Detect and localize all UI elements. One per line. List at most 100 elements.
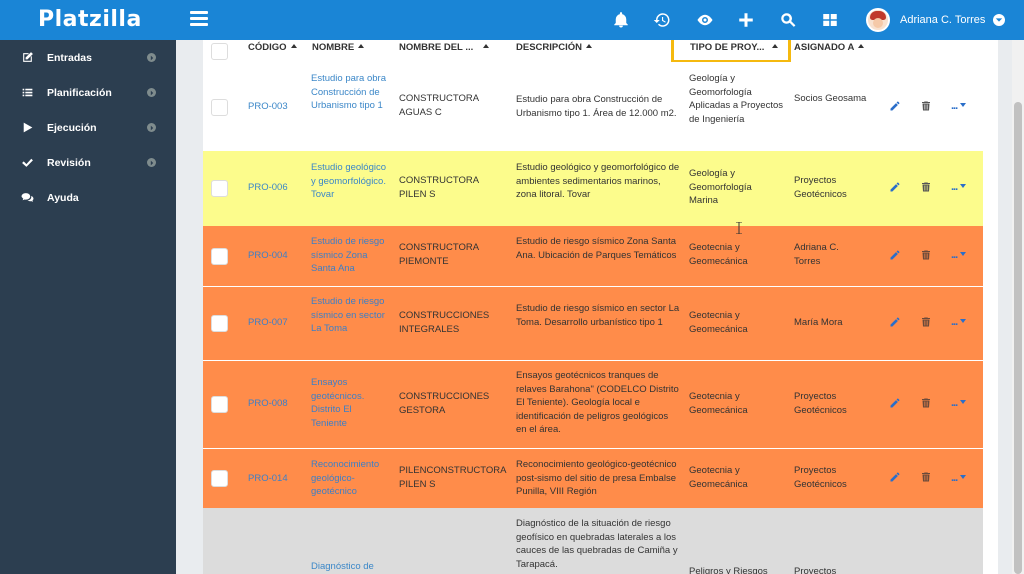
- row-code[interactable]: PRO-006: [248, 182, 288, 193]
- column-header-tipo[interactable]: TIPO DE PROY...: [690, 42, 779, 53]
- row-description: Diagnóstico de la situación de riesgo ge…: [516, 518, 678, 570]
- edit-icon[interactable]: [888, 315, 902, 329]
- row-client: PILENCONSTRUCTORA PILEN S: [399, 465, 506, 490]
- table-header: CÓDIGO NOMBRE NOMBRE DEL ... DESCRIPCIÓN…: [203, 40, 998, 63]
- row-divider: [203, 448, 983, 449]
- row-divider: [203, 360, 983, 361]
- column-header-descripcion[interactable]: DESCRIPCIÓN: [516, 42, 592, 53]
- menu-toggle-button[interactable]: [190, 11, 208, 27]
- table-row[interactable]: PRO-014 Reconocimiento geológico-geotécn…: [203, 449, 983, 508]
- search-icon[interactable]: [778, 10, 798, 30]
- row-assigned: Socios Geosama: [794, 93, 867, 104]
- column-header-codigo[interactable]: CÓDIGO: [248, 42, 297, 53]
- column-header-asignado[interactable]: ASIGNADO A: [794, 42, 865, 53]
- row-checkbox[interactable]: [211, 315, 228, 332]
- sidebar-item-revision[interactable]: Revisión: [0, 145, 176, 180]
- row-name[interactable]: Estudio para obra Construcción de Urbani…: [311, 73, 386, 111]
- row-checkbox[interactable]: [211, 248, 228, 265]
- eye-icon[interactable]: [695, 10, 715, 30]
- projects-table: CÓDIGO NOMBRE NOMBRE DEL ... DESCRIPCIÓN…: [203, 40, 998, 574]
- row-description: Estudio de riesgo sísmico Zona Santa Ana…: [516, 236, 677, 261]
- row-type: Geología y Geomorfología Marina: [689, 168, 752, 206]
- highlight-box: [671, 40, 791, 63]
- main-content: CÓDIGO NOMBRE NOMBRE DEL ... DESCRIPCIÓN…: [176, 40, 1024, 574]
- more-actions-button[interactable]: ...: [951, 100, 967, 112]
- scrollbar-thumb[interactable]: [1014, 102, 1022, 574]
- row-assigned: María Mora: [794, 317, 843, 328]
- edit-icon: [19, 51, 35, 65]
- more-actions-button[interactable]: ...: [951, 397, 967, 409]
- row-code[interactable]: PRO-003: [248, 101, 288, 112]
- sidebar-item-ayuda[interactable]: Ayuda: [0, 180, 176, 215]
- avatar: [866, 8, 890, 32]
- edit-icon[interactable]: [888, 248, 902, 262]
- table-row[interactable]: Diagnóstico de Diagnóstico de la situaci…: [203, 508, 983, 574]
- more-actions-button[interactable]: ...: [951, 249, 967, 261]
- row-name[interactable]: Diagnóstico de: [311, 561, 374, 572]
- plus-icon[interactable]: [736, 10, 756, 30]
- brand-logo[interactable]: Platzilla: [0, 0, 176, 40]
- row-type: Geotecnia y Geomecánica: [689, 391, 748, 416]
- play-icon: [19, 121, 35, 135]
- sidebar-item-ejecucion[interactable]: Ejecución: [0, 110, 176, 145]
- row-checkbox[interactable]: [211, 396, 228, 413]
- trash-icon[interactable]: [919, 470, 933, 484]
- row-code[interactable]: PRO-008: [248, 398, 288, 409]
- row-code[interactable]: PRO-004: [248, 250, 288, 261]
- trash-icon[interactable]: [919, 396, 933, 410]
- select-all-checkbox[interactable]: [211, 43, 228, 60]
- table-row[interactable]: PRO-003 Estudio para obra Construcción d…: [203, 62, 983, 151]
- table-row[interactable]: PRO-006 Estudio geológico y geomorfológi…: [203, 151, 983, 226]
- chevron-down-icon: [993, 14, 1006, 26]
- table-row[interactable]: PRO-007 Estudio de riesgo sísmico en sec…: [203, 287, 983, 360]
- row-name[interactable]: Estudio de riesgo sísmico en sector La T…: [311, 296, 385, 334]
- row-name[interactable]: Estudio de riesgo sísmico Zona Santa Ana: [311, 236, 385, 274]
- more-actions-button[interactable]: ...: [951, 181, 967, 193]
- sidebar-item-label: Ayuda: [47, 191, 79, 204]
- trash-icon[interactable]: [919, 248, 933, 262]
- row-client: CONSTRUCCIONES INTEGRALES: [399, 310, 490, 335]
- row-name[interactable]: Estudio geológico y geomorfológico. Tova…: [311, 162, 386, 200]
- user-menu[interactable]: Adriana C. Torres: [866, 7, 1006, 33]
- history-icon[interactable]: [652, 10, 672, 30]
- row-name[interactable]: Ensayos geotécnicos. Distrito El Tenient…: [311, 377, 365, 429]
- sidebar-item-planificacion[interactable]: Planificación: [0, 75, 176, 110]
- trash-icon[interactable]: [919, 99, 933, 113]
- row-type: Geotecnia y Geomecánica: [689, 465, 748, 490]
- row-assigned: Adriana C. Torres: [794, 242, 839, 267]
- row-type: Geotecnia y Geomecánica: [689, 310, 748, 335]
- edit-icon[interactable]: [888, 180, 902, 194]
- row-name[interactable]: Reconocimiento geológico-geotécnico: [311, 459, 380, 497]
- column-header-nombre[interactable]: NOMBRE: [312, 42, 365, 53]
- chevron-right-icon: [147, 123, 156, 132]
- row-code[interactable]: PRO-007: [248, 317, 288, 328]
- grid-icon[interactable]: [820, 10, 840, 30]
- row-client: CONSTRUCTORA PILEN S: [399, 175, 479, 200]
- row-description: Reconocimiento geológico-geotécnico post…: [516, 459, 677, 497]
- row-assigned: Proyectos Geotécnicos: [794, 175, 847, 200]
- row-checkbox[interactable]: [211, 470, 228, 487]
- chevron-right-icon: [147, 53, 156, 62]
- row-description: Estudio para obra Construcción de Urbani…: [516, 94, 677, 119]
- column-header-nombre-del[interactable]: NOMBRE DEL ...: [399, 42, 490, 53]
- row-divider: [203, 286, 983, 287]
- table-row[interactable]: PRO-004 Estudio de riesgo sísmico Zona S…: [203, 226, 983, 286]
- list-icon: [19, 86, 35, 100]
- row-client: CONSTRUCCIONES GESTORA: [399, 391, 490, 416]
- edit-icon[interactable]: [888, 396, 902, 410]
- table-row[interactable]: PRO-008 Ensayos geotécnicos. Distrito El…: [203, 361, 983, 448]
- row-checkbox[interactable]: [211, 180, 228, 197]
- sidebar-item-entradas[interactable]: Entradas: [0, 40, 176, 75]
- row-client: CONSTRUCTORA AGUAS C: [399, 93, 479, 118]
- edit-icon[interactable]: [888, 470, 902, 484]
- row-checkbox[interactable]: [211, 99, 228, 116]
- row-code[interactable]: PRO-014: [248, 473, 288, 484]
- trash-icon[interactable]: [919, 315, 933, 329]
- vertical-scrollbar[interactable]: [1012, 40, 1024, 574]
- edit-icon[interactable]: [888, 99, 902, 113]
- bell-icon[interactable]: [611, 10, 631, 30]
- more-actions-button[interactable]: ...: [951, 316, 967, 328]
- more-actions-button[interactable]: ...: [951, 472, 967, 484]
- trash-icon[interactable]: [919, 180, 933, 194]
- chevron-right-icon: [147, 88, 156, 97]
